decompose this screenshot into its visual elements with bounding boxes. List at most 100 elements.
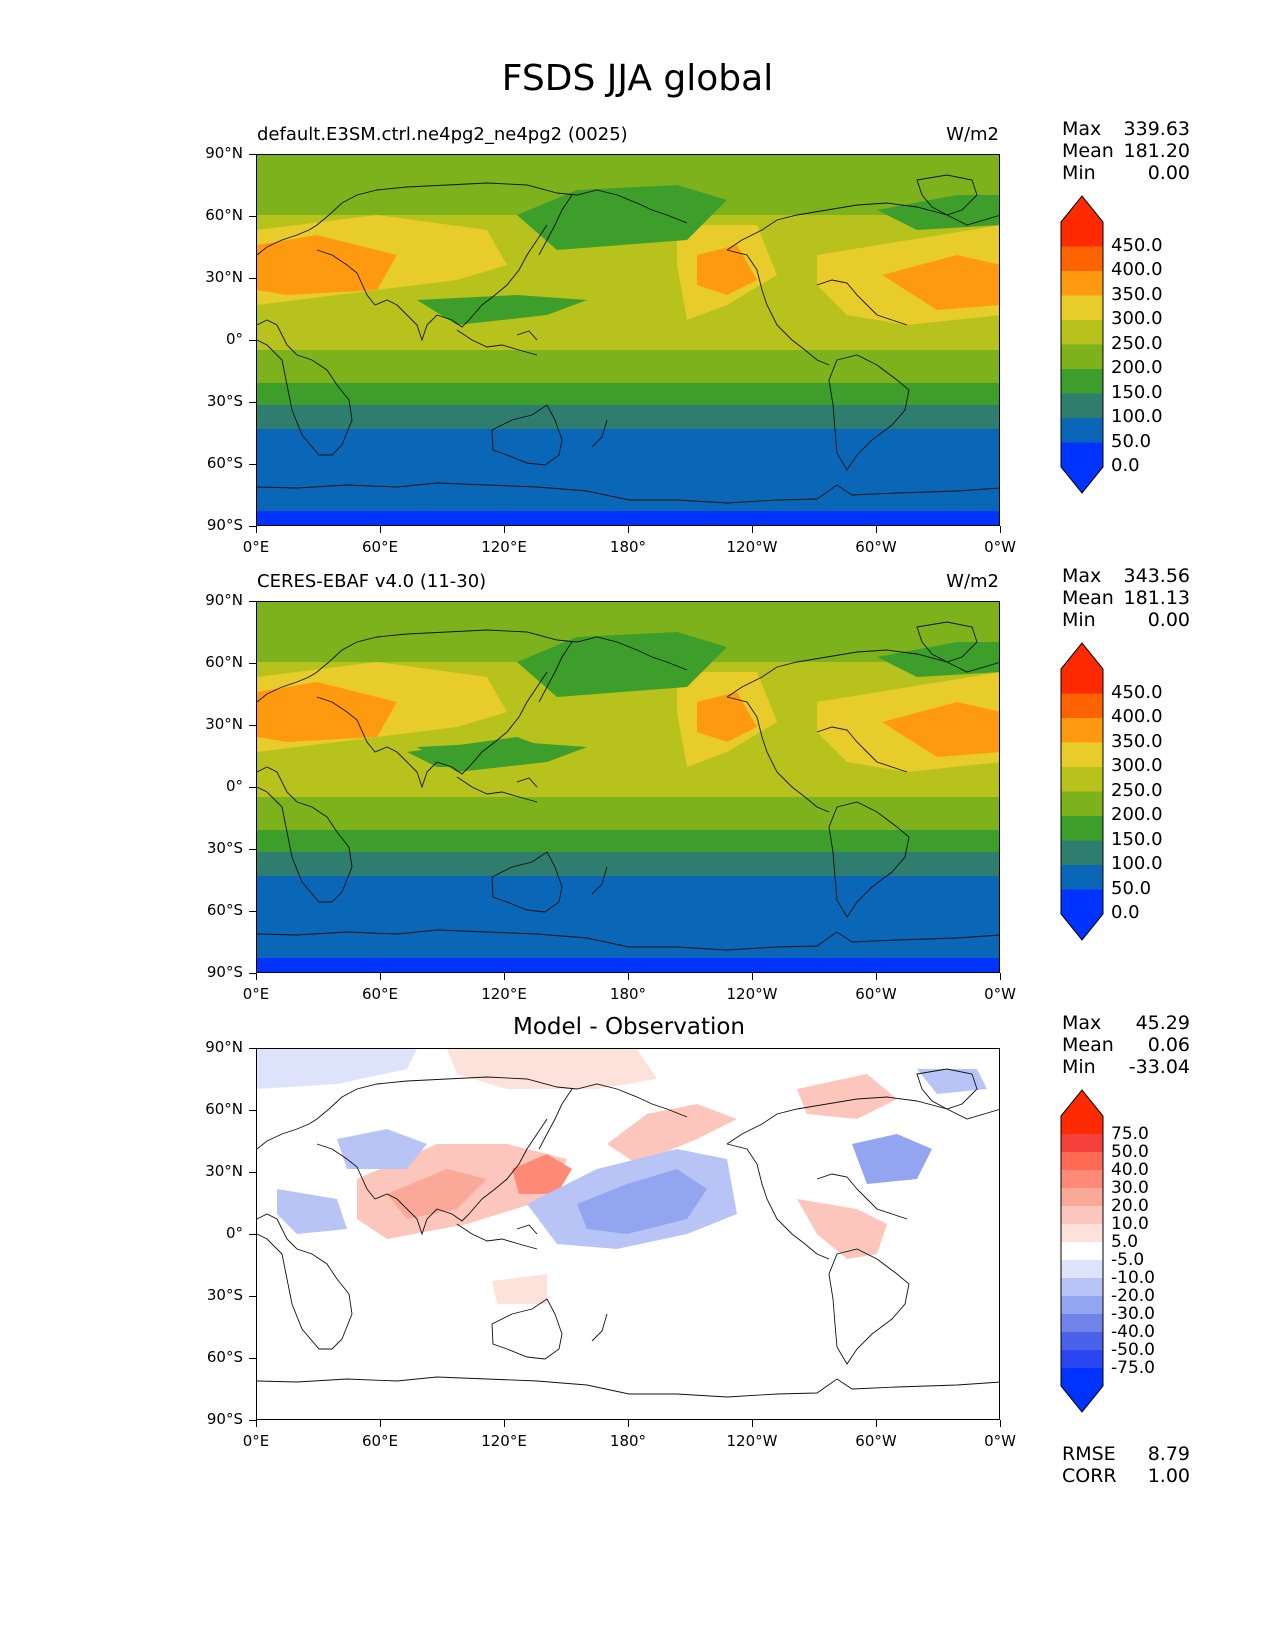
colorbar — [1060, 195, 1104, 498]
colorbar-tick-label: 150.0 — [1111, 828, 1163, 850]
longitude-tick-label: 120°W — [726, 1432, 778, 1450]
longitude-tick — [1000, 526, 1001, 533]
colorbar-tick-label: 30.0 — [1111, 1178, 1149, 1198]
panel-title-left: CERES-EBAF v4.0 (11-30) — [257, 571, 487, 592]
coastline-segment — [591, 866, 608, 895]
latitude-tick — [249, 601, 256, 602]
colorbar-extend-max — [1061, 643, 1103, 669]
latitude-tick-label: 30°S — [206, 392, 243, 410]
longitude-tick — [504, 973, 505, 980]
longitude-tick — [628, 526, 629, 533]
colorbar-swatch — [1061, 865, 1103, 890]
stat-label: Max — [1062, 118, 1102, 140]
stat-row: Min 0.00 — [1062, 609, 1190, 631]
colorbar-swatch — [1061, 1260, 1103, 1278]
field-region-sahara-max — [257, 235, 397, 295]
stat-value: 339.63 — [1123, 118, 1190, 140]
stat-value: -33.04 — [1128, 1056, 1190, 1078]
figure-title: FSDS JJA global — [501, 58, 774, 99]
colorbar-swatch — [1061, 1314, 1103, 1332]
stat-row: Max 45.29 — [1062, 1012, 1190, 1034]
anomaly-positive-west-pacific — [512, 1154, 572, 1194]
longitude-tick-label: 0°W — [984, 538, 1016, 556]
coastline-segment — [591, 1313, 608, 1342]
stat-row: Min -33.04 — [1062, 1056, 1190, 1078]
coastline-segment — [516, 330, 538, 341]
coastline-segment — [726, 649, 999, 698]
field-band-pole — [257, 511, 999, 525]
latitude-tick-label: 30°S — [206, 839, 243, 857]
anomaly-negative-arctic-europe — [257, 1049, 417, 1089]
map-plot-area — [256, 154, 1000, 526]
coastline-segment — [816, 279, 908, 326]
coastline-segment — [316, 224, 548, 342]
anomaly-positive-canada — [797, 1074, 897, 1119]
anomaly-positive-australia — [492, 1274, 547, 1304]
field-region-sahara-max — [257, 682, 397, 742]
colorbar-swatch — [1061, 1350, 1103, 1368]
colorbar-tick-label: 250.0 — [1111, 779, 1163, 801]
colorbar-tick-label: 5.0 — [1111, 1232, 1139, 1252]
coastline-segment — [516, 777, 538, 788]
latitude-tick — [249, 1048, 256, 1049]
longitude-tick — [504, 526, 505, 533]
longitude-tick — [752, 526, 753, 533]
colorbar-svg — [1060, 195, 1104, 494]
latitude-tick-label: 30°S — [206, 1286, 243, 1304]
longitude-tick — [752, 973, 753, 980]
colorbar-swatch — [1061, 1116, 1103, 1134]
map-plot-area — [256, 1048, 1000, 1420]
longitude-tick-label: 0°E — [242, 985, 270, 1003]
coastline-segment — [257, 1213, 353, 1350]
longitude-tick-label: 120°E — [481, 985, 527, 1003]
coastline-segment — [726, 202, 999, 251]
stat-value: 1.00 — [1147, 1465, 1190, 1487]
colorbar-tick-label: -75.0 — [1111, 1358, 1155, 1378]
colorbar-swatch — [1061, 1170, 1103, 1188]
anomaly-negative-greenland-sea — [917, 1069, 987, 1094]
coastline-segment — [828, 354, 910, 471]
stat-label: Max — [1062, 1012, 1102, 1034]
colorbar-tick-label: -40.0 — [1111, 1322, 1155, 1342]
longitude-tick-label: 60°E — [361, 1432, 399, 1450]
coastline-segment — [456, 329, 538, 356]
latitude-tick-label: 60°S — [206, 454, 243, 472]
field-region-ne-pacific-max — [697, 692, 757, 742]
colorbar-tick-label: 300.0 — [1111, 308, 1163, 329]
panel-units: W/m2 — [946, 124, 999, 145]
colorbar — [1060, 1089, 1104, 1417]
colorbar-tick-label: 200.0 — [1111, 804, 1163, 825]
longitude-tick-label: 0°W — [984, 985, 1016, 1003]
longitude-tick — [380, 526, 381, 533]
colorbar-tick-label: 150.0 — [1111, 381, 1163, 403]
longitude-tick-label: 120°W — [726, 985, 778, 1003]
stat-row: Mean 181.13 — [1062, 587, 1190, 609]
colorbar-outline — [1060, 195, 1104, 494]
coastline-segment — [828, 801, 910, 918]
latitude-tick-label: 60°N — [205, 653, 243, 671]
stat-label: Min — [1062, 609, 1096, 631]
panel-units: W/m2 — [946, 571, 999, 592]
colorbar-tick-label: 50.0 — [1111, 1142, 1149, 1162]
coastline-segment — [257, 182, 688, 256]
colorbar-tick-label: -50.0 — [1111, 1340, 1155, 1360]
colorbar-swatch — [1061, 369, 1103, 394]
colorbar-swatch — [1061, 271, 1103, 296]
colorbar-swatch — [1061, 295, 1103, 320]
coastline-segment — [257, 482, 999, 504]
stat-label: Min — [1062, 1056, 1096, 1078]
field-band-antarctic-ocean — [257, 876, 999, 958]
coastline-segment — [257, 629, 688, 703]
colorbar-swatch — [1061, 1296, 1103, 1314]
longitude-tick-label: 180° — [609, 985, 647, 1003]
colorbar — [1060, 642, 1104, 945]
colorbar-swatch — [1061, 442, 1103, 467]
latitude-tick — [249, 1172, 256, 1173]
latitude-tick — [249, 154, 256, 155]
latitude-tick — [249, 973, 256, 974]
longitude-tick — [256, 973, 257, 980]
stat-row: Mean 0.06 — [1062, 1034, 1190, 1056]
latitude-tick-label: 90°N — [205, 1038, 243, 1056]
colorbar-tick-label: 100.0 — [1111, 853, 1163, 874]
coastline-segment — [257, 929, 999, 951]
